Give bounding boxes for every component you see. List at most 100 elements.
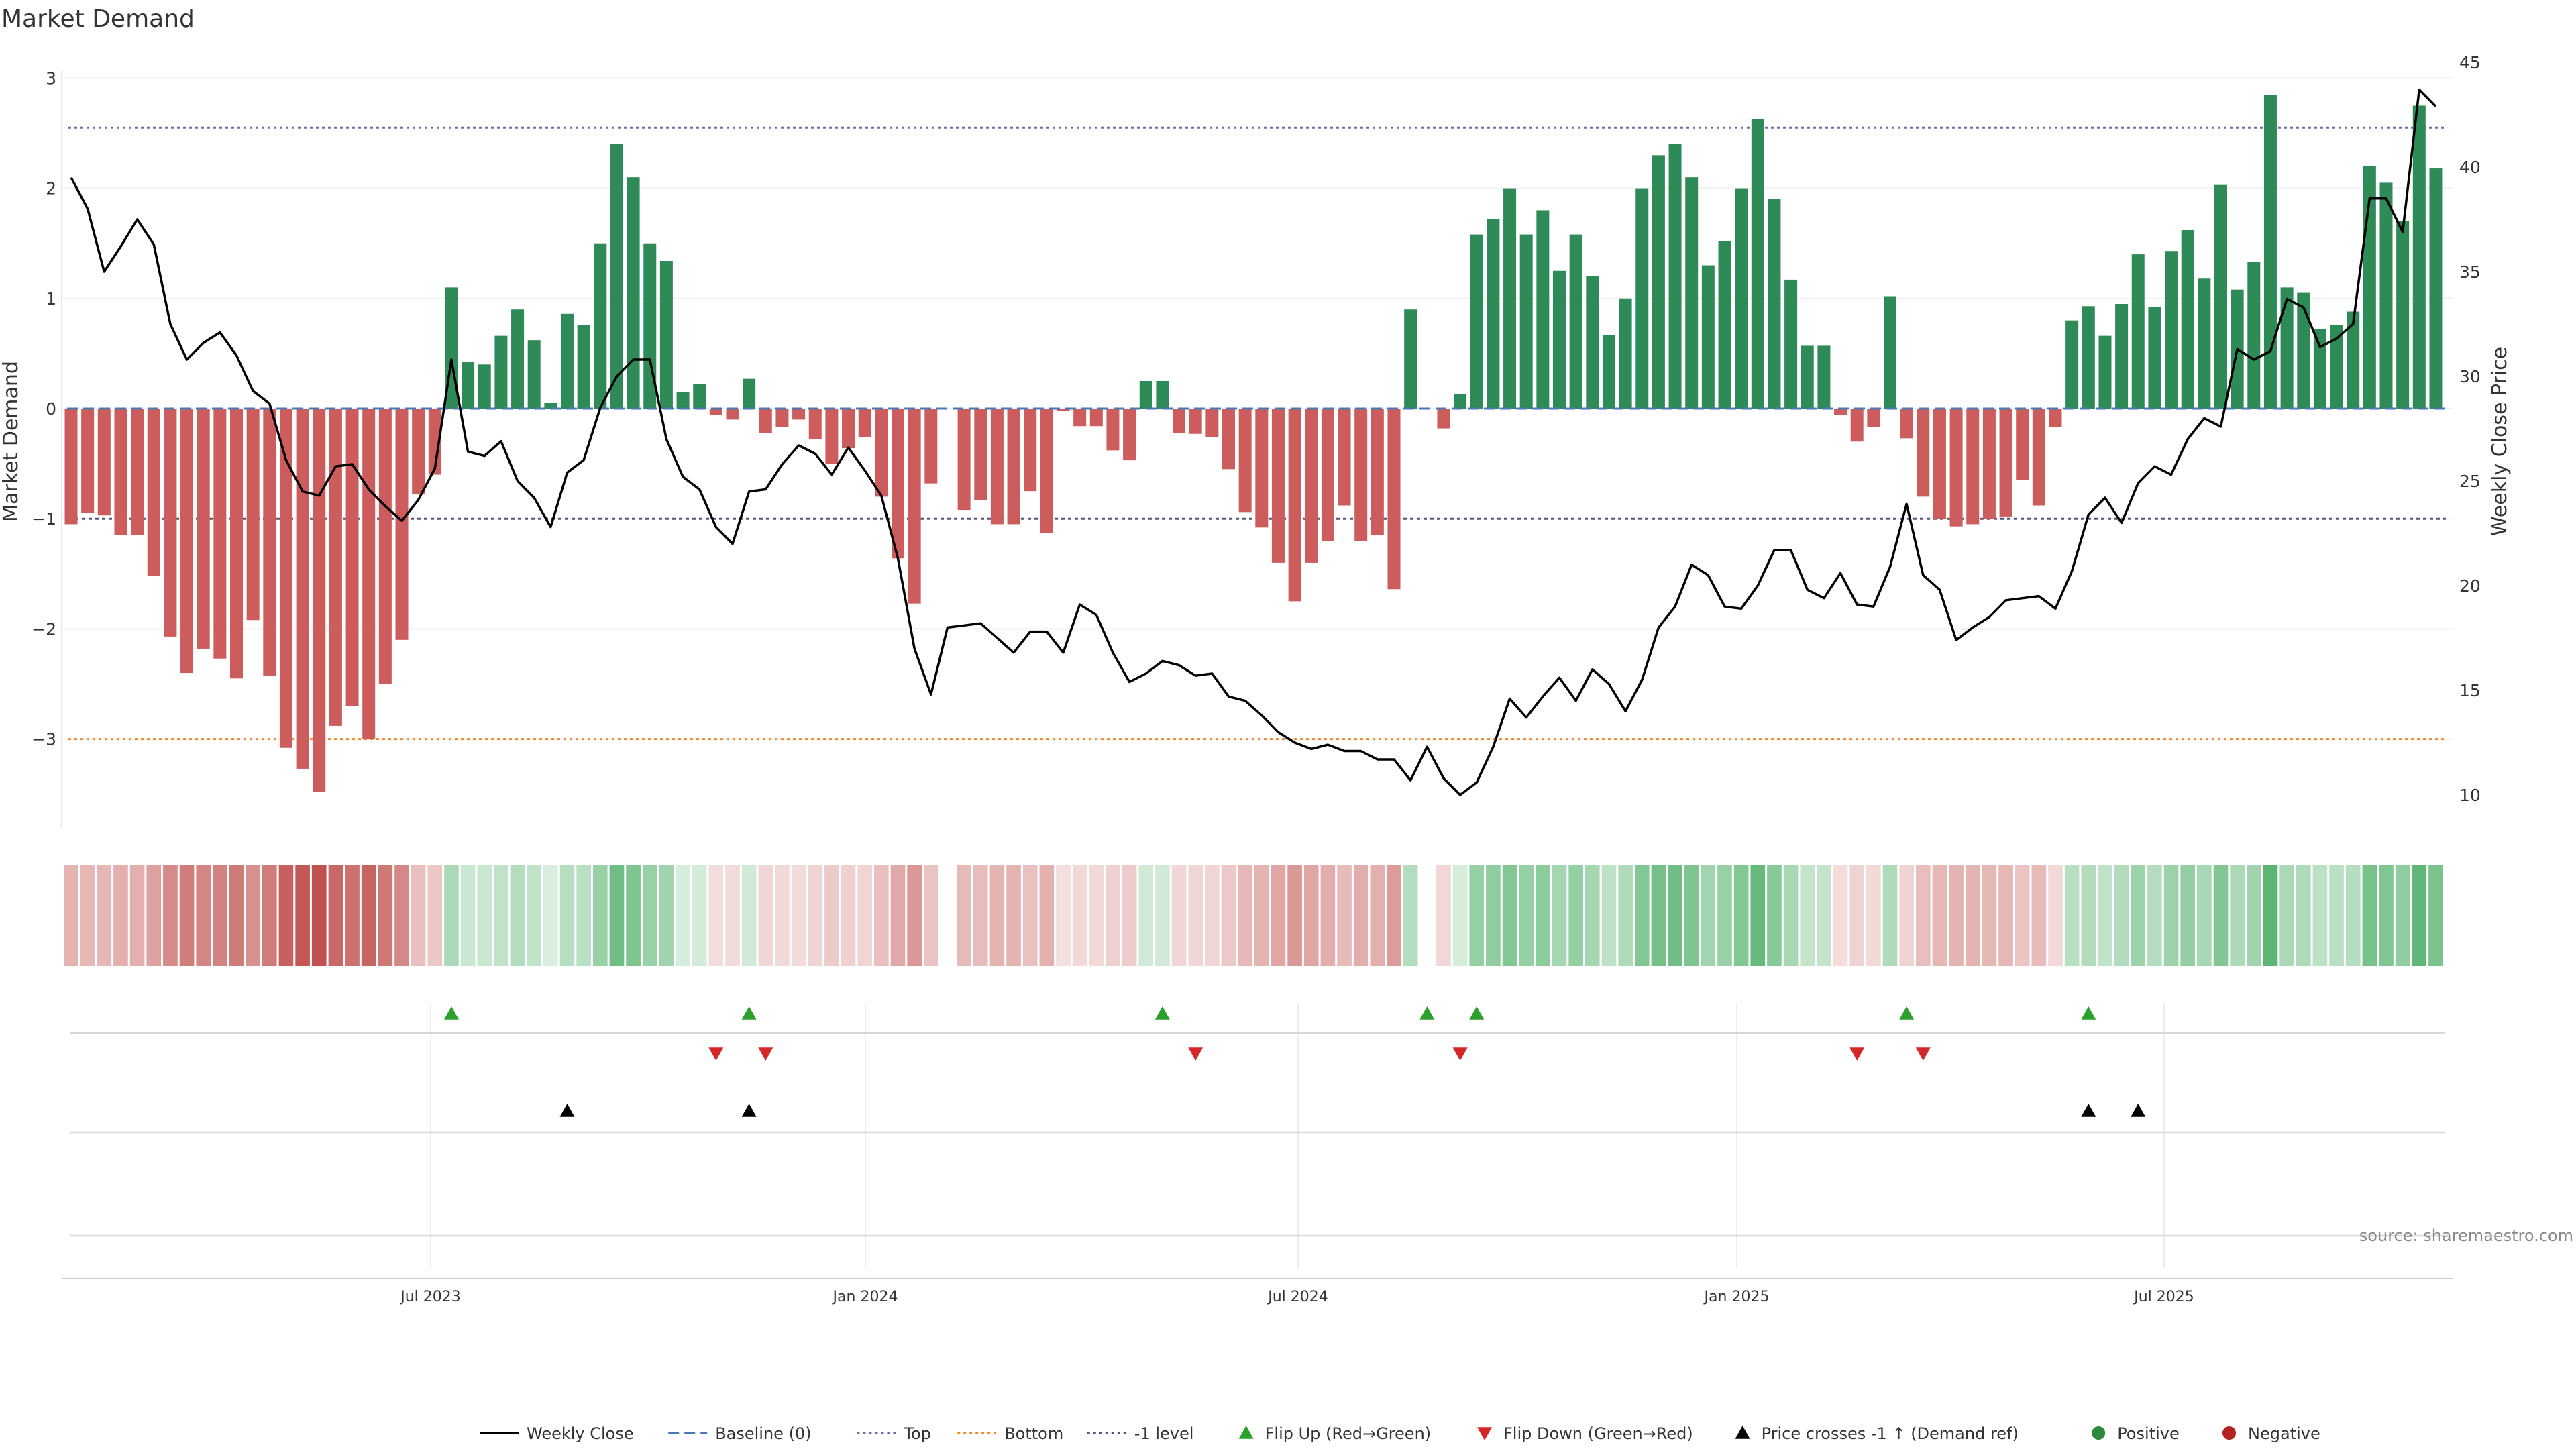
demand-bar <box>246 409 260 621</box>
heat-cell <box>2015 865 2030 966</box>
heat-cell <box>2263 865 2278 966</box>
heat-cell <box>708 865 724 966</box>
heat-cell <box>1238 865 1252 966</box>
heat-cell <box>1618 865 1633 966</box>
demand-bar <box>1040 409 1053 533</box>
signal-markers <box>70 1006 2445 1237</box>
heat-cell <box>1684 865 1699 966</box>
demand-bar <box>462 362 475 409</box>
flip-up-marker <box>2081 1006 2096 1020</box>
demand-bar <box>2396 221 2410 409</box>
demand-bar <box>1354 409 1368 541</box>
demand-bar <box>1089 409 1103 427</box>
demand-bar <box>1338 409 1351 506</box>
price-cross-marker <box>2131 1104 2146 1117</box>
heat-cell <box>444 865 459 966</box>
demand-bar <box>296 409 309 769</box>
demand-bar <box>743 378 756 409</box>
heat-cell <box>427 865 443 966</box>
demand-bar <box>1454 394 1467 409</box>
heat-cell <box>1271 865 1286 966</box>
heat-cell <box>196 865 211 966</box>
demand-bar <box>114 409 127 535</box>
y-axis-right: Weekly Close Price 45 40 35 30 25 20 15 10 <box>2459 53 2512 805</box>
demand-bar <box>957 409 971 511</box>
heat-cell <box>1882 865 1898 966</box>
demand-bar <box>1850 409 1864 442</box>
demand-bar <box>1255 409 1269 528</box>
heat-cell <box>1171 865 1187 966</box>
demand-bar <box>1917 409 1930 497</box>
x-tick-label: Jul 2024 <box>1267 1289 1328 1305</box>
heat-cell <box>1866 865 1881 966</box>
price-cross-marker <box>741 1104 757 1117</box>
heat-cell <box>1022 865 1038 966</box>
demand-bar <box>1305 409 1318 563</box>
demand-bar <box>1007 409 1020 525</box>
demand-bar <box>64 409 78 525</box>
heat-cell <box>113 865 128 966</box>
y-axis-left: Market Demand 3 2 1 0 −1 −2 −3 <box>0 68 62 828</box>
heat-cell <box>2031 865 2047 966</box>
flip-up-marker <box>443 1006 459 1020</box>
heat-cell <box>957 865 971 966</box>
demand-bar <box>2016 409 2029 480</box>
weekly-close-line <box>70 88 2437 796</box>
heat-cell <box>1915 865 1931 966</box>
demand-bar <box>1834 409 1847 415</box>
flip-up-marker <box>741 1006 757 1020</box>
legend-swatch <box>1477 1427 1492 1440</box>
y2-tick-label: 45 <box>2459 53 2481 72</box>
price-cross-marker <box>559 1104 575 1117</box>
demand-bar <box>1884 296 1896 409</box>
heat-cell <box>1998 865 2013 966</box>
flip-down-marker <box>1849 1047 1865 1061</box>
demand-bars <box>64 95 2443 792</box>
demand-bar <box>594 243 607 409</box>
demand-bar <box>329 409 342 726</box>
demand-bar <box>1817 345 1831 409</box>
flip-up-marker <box>1899 1006 1915 1020</box>
heat-cell <box>791 865 806 966</box>
heat-cell <box>2412 865 2427 966</box>
demand-bar <box>1652 155 1665 409</box>
heat-cell <box>229 865 244 966</box>
demand-bar <box>892 409 904 559</box>
legend-item: Weekly Close <box>480 1424 634 1443</box>
y2-tick-label: 30 <box>2459 367 2481 386</box>
demand-bar <box>230 409 243 679</box>
heat-cell <box>676 865 690 966</box>
heat-cell <box>527 865 542 966</box>
heat-cell <box>824 865 839 966</box>
demand-bar <box>1470 234 1483 409</box>
demand-bar <box>2263 95 2277 409</box>
demand-bar <box>2379 182 2393 409</box>
heat-cell <box>1320 865 1336 966</box>
heat-cell <box>543 865 558 966</box>
demand-heat-strip <box>64 865 2443 966</box>
legend-item: Price crosses -1 ↑ (Demand ref) <box>1735 1424 2019 1443</box>
demand-bar <box>577 325 590 409</box>
heat-cell <box>394 865 409 966</box>
demand-bar <box>1867 409 1880 427</box>
source-label: source: sharemaestro.com <box>2359 1226 2573 1245</box>
heat-cell <box>973 865 988 966</box>
heat-cell <box>1783 865 1799 966</box>
flip-up-marker <box>1419 1006 1435 1020</box>
heat-cell <box>1552 865 1567 966</box>
demand-bar <box>659 260 673 409</box>
demand-bar <box>1701 265 1715 409</box>
demand-bar <box>1801 345 1814 409</box>
demand-bar <box>2297 292 2310 409</box>
legend-label: Weekly Close <box>527 1424 634 1443</box>
heat-cell <box>1601 865 1617 966</box>
demand-bar <box>1933 409 1946 519</box>
heat-cell <box>1949 865 1964 966</box>
demand-bar <box>2131 254 2145 409</box>
y2-tick-label: 40 <box>2459 158 2481 177</box>
heat-cell <box>2395 865 2410 966</box>
heat-cell <box>1039 865 1055 966</box>
heat-cell <box>1221 865 1236 966</box>
demand-bar <box>1602 334 1615 409</box>
